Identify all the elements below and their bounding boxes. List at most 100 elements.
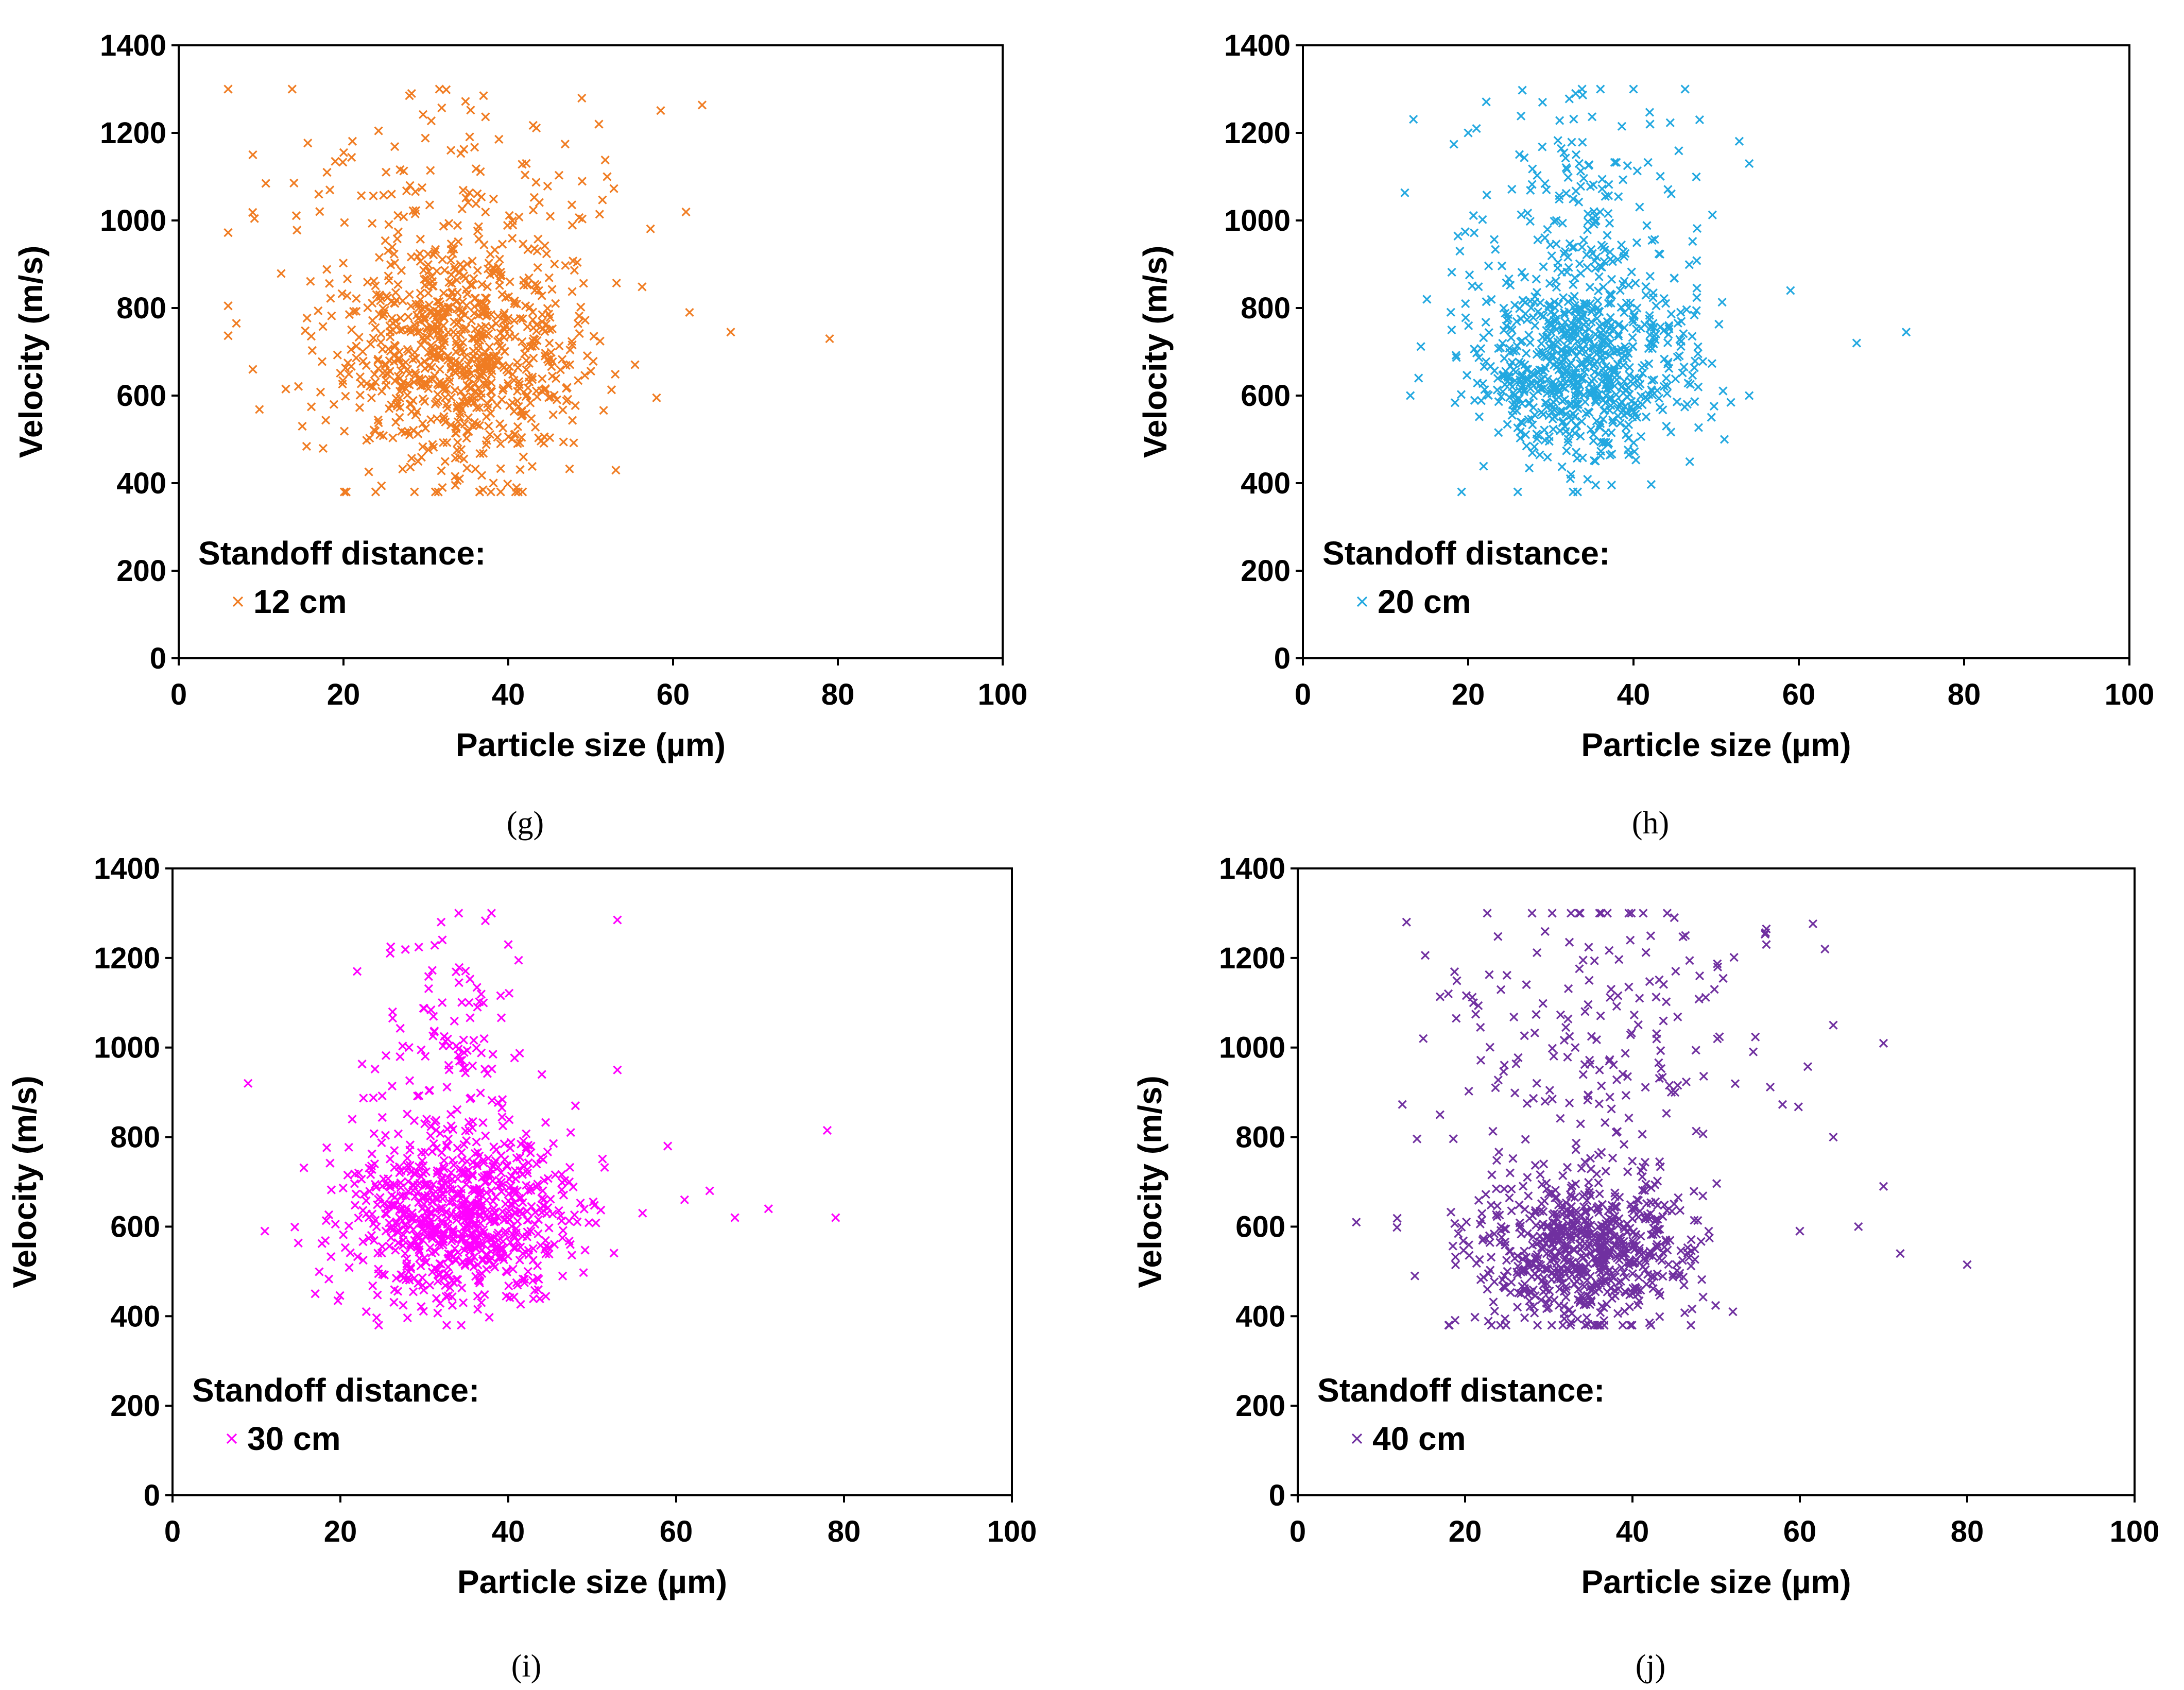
data-point (1505, 1168, 1515, 1177)
data-point (646, 224, 655, 233)
data-point (339, 148, 349, 157)
data-point (465, 1254, 474, 1263)
data-point (1597, 184, 1607, 194)
data-point (469, 1184, 479, 1193)
data-point (1410, 1271, 1420, 1281)
data-point (434, 1238, 443, 1247)
data-point (1523, 1290, 1533, 1299)
data-point (1559, 1035, 1569, 1045)
data-point (1556, 1010, 1566, 1019)
data-point (1562, 365, 1572, 374)
data-point (511, 1174, 521, 1184)
data-point (362, 1196, 371, 1205)
data-point (438, 1194, 448, 1204)
data-point (1523, 1229, 1532, 1238)
data-point (1518, 1182, 1528, 1191)
data-point (1610, 1286, 1620, 1295)
data-point (490, 1262, 500, 1272)
data-point (520, 170, 530, 180)
y-tick-label: 200 (110, 1389, 160, 1423)
data-point (386, 346, 395, 356)
data-point (1567, 1231, 1576, 1240)
data-point (1506, 281, 1515, 290)
data-point (1592, 1203, 1602, 1213)
data-point (1406, 391, 1415, 400)
data-point (457, 1155, 467, 1165)
data-point (1570, 1193, 1579, 1202)
data-point (1539, 1159, 1549, 1169)
data-point (499, 363, 509, 372)
data-point (364, 467, 373, 476)
data-point (291, 211, 301, 220)
data-point (475, 351, 485, 361)
data-point (540, 351, 549, 361)
data-point (1580, 1282, 1589, 1291)
data-point (405, 1076, 415, 1085)
data-point (1573, 487, 1583, 497)
data-point (1673, 1012, 1682, 1021)
data-point (482, 331, 491, 340)
data-point (1558, 418, 1567, 428)
data-point (1352, 1218, 1361, 1227)
data-point (359, 1190, 369, 1199)
data-point (528, 206, 538, 215)
data-point (523, 383, 532, 392)
data-point (511, 1243, 521, 1253)
data-point (1532, 275, 1541, 284)
data-point (1487, 295, 1496, 304)
data-point (311, 1289, 320, 1299)
data-point (434, 1269, 443, 1279)
data-point (1667, 1206, 1677, 1216)
data-point (524, 1158, 533, 1168)
data-point (471, 294, 480, 303)
x-axis-title: Particle size (µm) (1581, 726, 1851, 763)
data-point (1625, 389, 1634, 399)
data-point (1645, 977, 1655, 986)
data-point (354, 1168, 364, 1177)
data-point (513, 1236, 522, 1246)
data-point (1640, 1157, 1650, 1167)
data-point (504, 940, 513, 949)
data-point (1576, 432, 1585, 441)
data-point (277, 269, 286, 278)
data-point (351, 1189, 360, 1199)
data-point (401, 945, 410, 954)
data-point (1547, 351, 1556, 360)
data-point (395, 1168, 404, 1177)
data-point (350, 1179, 359, 1188)
data-point (500, 347, 510, 356)
data-point (390, 376, 400, 386)
data-point (502, 1267, 511, 1276)
data-point (565, 360, 575, 369)
data-point (415, 1179, 424, 1188)
data-point (638, 282, 647, 292)
data-point (1500, 1061, 1509, 1070)
data-point (404, 1267, 414, 1276)
plot-area-frame (171, 867, 1013, 1496)
data-point (438, 935, 447, 945)
data-point (515, 438, 525, 448)
data-point (1591, 481, 1601, 490)
data-point (1642, 221, 1652, 230)
data-point (416, 1261, 425, 1271)
data-point (1586, 425, 1595, 434)
data-point (485, 1312, 494, 1322)
data-point (1533, 1272, 1542, 1282)
data-point (248, 365, 257, 374)
data-point (496, 1177, 506, 1187)
data-point (1619, 1268, 1628, 1277)
data-point (1609, 1216, 1619, 1225)
data-point (414, 1198, 423, 1207)
data-point (1491, 1083, 1500, 1092)
data-point (1515, 394, 1524, 403)
data-point (1658, 1272, 1667, 1281)
data-point (1419, 1034, 1428, 1043)
data-point (1658, 1212, 1667, 1221)
data-point (1629, 312, 1639, 321)
data-point (1550, 1218, 1560, 1227)
data-point (540, 241, 549, 250)
data-points (244, 909, 840, 1330)
data-point (415, 1248, 424, 1257)
data-point (485, 342, 494, 352)
data-point (1663, 185, 1673, 194)
